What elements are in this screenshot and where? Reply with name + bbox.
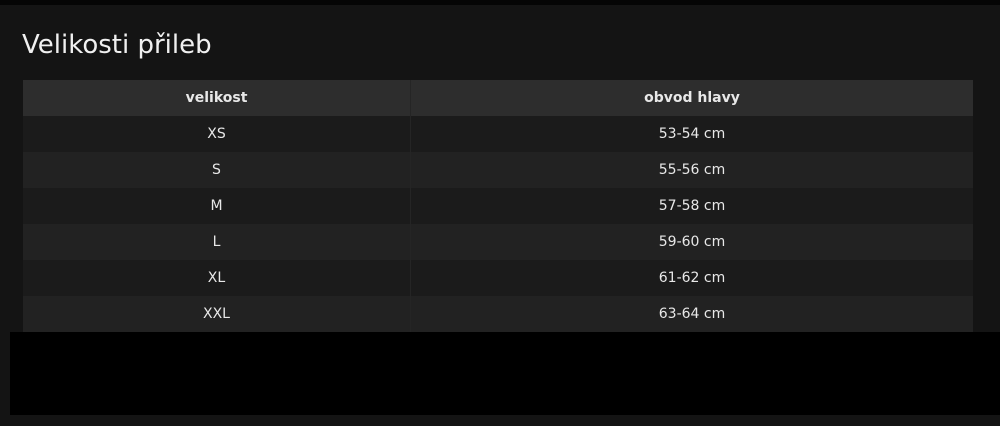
circumference-cell: 55-56 cm: [658, 162, 726, 178]
size-cell: S: [23, 152, 411, 188]
column-header-head-circumference: obvod hlavy: [410, 80, 973, 116]
circumference-cell: 53-54 cm: [658, 126, 726, 142]
top-bar: [0, 0, 1000, 5]
table-row: XXL 63-64 cm: [23, 296, 973, 332]
size-cell: M: [23, 188, 411, 224]
table-row: S 55-56 cm: [23, 152, 973, 188]
blank-panel: [10, 332, 1000, 415]
circumference-cell: 63-64 cm: [658, 306, 726, 322]
circumference-cell: 61-62 cm: [658, 270, 726, 286]
size-cell: XL: [23, 260, 411, 296]
table-header-row: velikost obvod hlavy: [23, 80, 973, 116]
size-table: velikost obvod hlavy XS 53-54 cm S 55-56 c…: [23, 80, 973, 332]
table-row: XS 53-54 cm: [23, 116, 973, 152]
size-cell: XXL: [23, 296, 411, 332]
circumference-cell: 59-60 cm: [658, 234, 726, 250]
circumference-cell: 57-58 cm: [658, 198, 726, 214]
page-title: Velikosti přileb: [22, 30, 212, 60]
column-header-size: velikost: [23, 80, 411, 116]
size-cell: L: [23, 224, 411, 260]
table-row: XL 61-62 cm: [23, 260, 973, 296]
table-row: L 59-60 cm: [23, 224, 973, 260]
table-row: M 57-58 cm: [23, 188, 973, 224]
size-cell: XS: [23, 116, 411, 152]
